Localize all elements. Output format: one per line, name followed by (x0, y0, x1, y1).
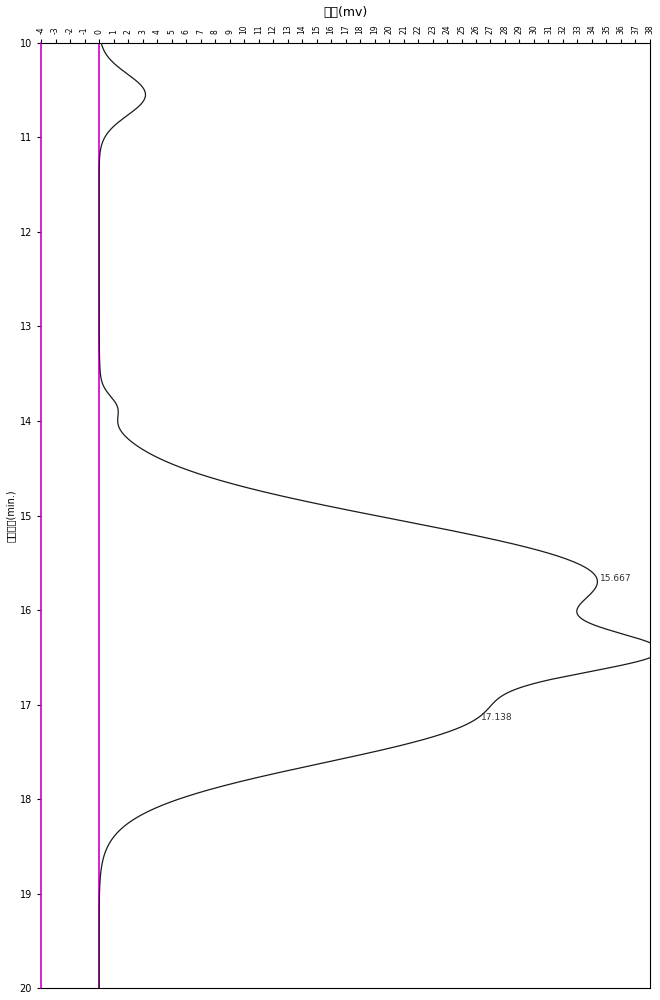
Title: 电压(mv): 电压(mv) (323, 6, 368, 19)
Text: 17.138: 17.138 (481, 713, 513, 722)
Text: 15.667: 15.667 (600, 574, 632, 583)
Y-axis label: 保留时间(min.): 保留时间(min.) (5, 489, 16, 542)
